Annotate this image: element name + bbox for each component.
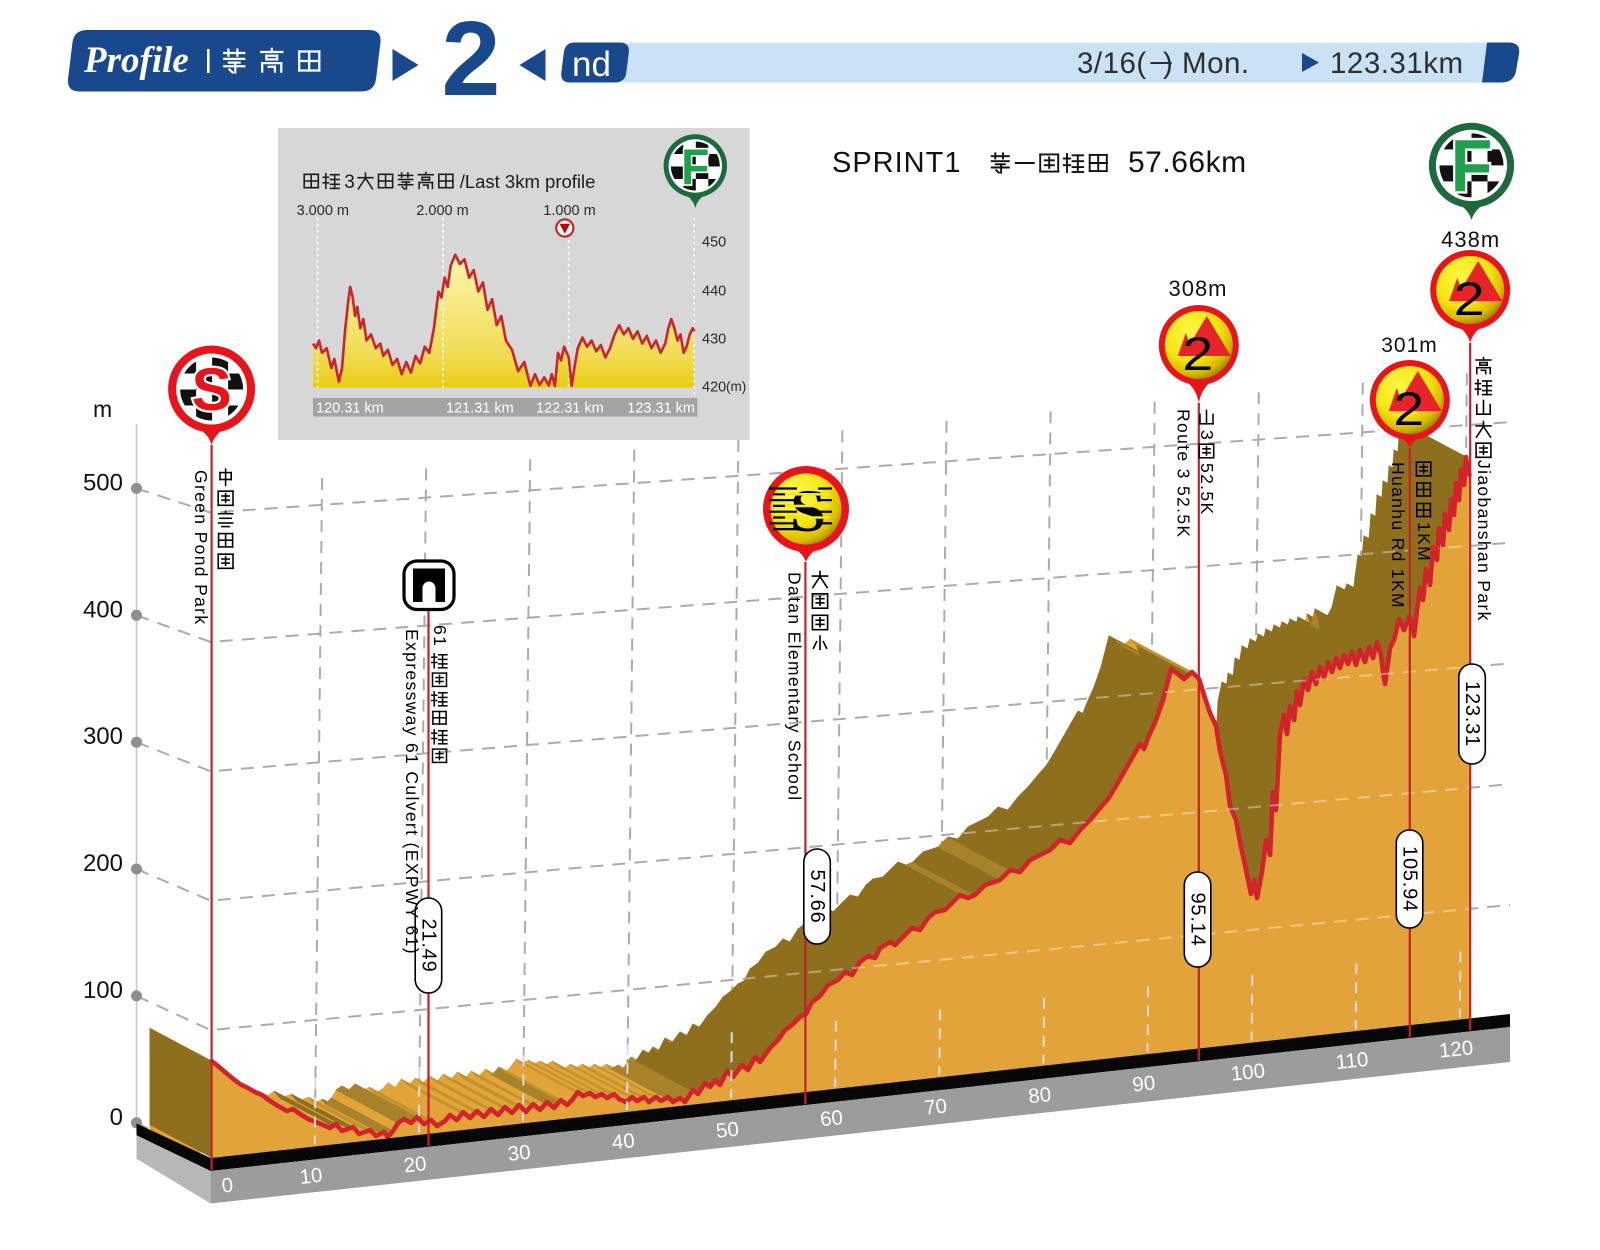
svg-text:3: 3 [344,172,355,193]
svg-text:400: 400 [83,596,123,623]
svg-text:80: 80 [1027,1083,1052,1108]
svg-text:120: 120 [1438,1036,1474,1062]
svg-text:Expressway 61 Culvert (EXPWY 6: Expressway 61 Culvert (EXPWY 61) [402,629,422,955]
svg-text:0: 0 [110,1104,123,1131]
svg-text:/Last 3km profile: /Last 3km profile [460,171,596,192]
svg-text:301m: 301m [1381,334,1438,357]
svg-text:123.31: 123.31 [1461,681,1483,747]
svg-text:100: 100 [1230,1059,1266,1085]
svg-text:Green Pond Park: Green Pond Park [191,470,211,625]
svg-text:300: 300 [83,723,123,750]
svg-text:50: 50 [715,1118,740,1143]
svg-text:3: 3 [1197,430,1217,441]
svg-text:Profile: Profile [83,40,189,81]
svg-text:m: m [93,396,112,422]
svg-text:120.31 km: 120.31 km [316,401,384,417]
svg-text:10: 10 [299,1164,324,1189]
svg-text:(m): (m) [726,379,746,394]
svg-text:Huanhu Rd 1KM: Huanhu Rd 1KM [1388,462,1408,609]
svg-text:2: 2 [1182,327,1213,380]
svg-text:F: F [1451,126,1493,208]
svg-text:0: 0 [221,1174,235,1198]
svg-text:SPRINT1: SPRINT1 [832,147,961,179]
svg-text:122.31 km: 122.31 km [536,401,604,417]
svg-text:90: 90 [1131,1071,1156,1096]
svg-text:121.31 km: 121.31 km [446,401,514,417]
svg-text:200: 200 [83,850,123,877]
svg-text:95.14: 95.14 [1186,892,1208,946]
svg-text:61: 61 [430,625,450,647]
svg-text:2.000 m: 2.000 m [416,203,468,219]
svg-text:3.000 m: 3.000 m [297,203,349,219]
svg-text:500: 500 [83,469,123,496]
svg-text:450: 450 [702,235,726,251]
svg-text:40: 40 [611,1129,636,1154]
svg-text:21.49: 21.49 [417,918,439,972]
svg-text:Datan Elementary School: Datan Elementary School [785,572,805,802]
svg-text:Route 3 52.5K: Route 3 52.5K [1174,409,1194,538]
svg-text:1.000 m: 1.000 m [543,203,595,219]
svg-text:S: S [192,356,232,423]
svg-text:57.66km: 57.66km [1128,146,1247,179]
svg-text:2: 2 [1454,272,1485,325]
svg-text:52.5K: 52.5K [1197,463,1217,515]
svg-text:nd: nd [572,45,611,84]
svg-text:2: 2 [442,0,501,118]
svg-text:110: 110 [1335,1048,1370,1074]
svg-text:30: 30 [507,1141,532,1166]
svg-text:438m: 438m [1441,227,1500,252]
svg-text:20: 20 [403,1152,428,1177]
svg-text:123.31km: 123.31km [1330,47,1464,80]
svg-text:308m: 308m [1168,276,1227,301]
svg-text:F: F [681,140,709,195]
svg-text:100: 100 [83,977,123,1004]
svg-text:Jiaobanshan Park: Jiaobanshan Park [1474,460,1494,622]
svg-text:420: 420 [702,380,726,396]
svg-text:3/16(: 3/16( [1077,47,1147,80]
svg-text:) Mon.: ) Mon. [1163,47,1250,80]
svg-text:105.94: 105.94 [1398,846,1420,912]
svg-text:60: 60 [819,1106,844,1131]
svg-text:2: 2 [1393,382,1424,435]
svg-text:123.31 km: 123.31 km [627,401,695,417]
svg-text:1KM: 1KM [1414,522,1434,562]
svg-text:57.66: 57.66 [806,869,828,923]
svg-text:70: 70 [923,1095,948,1120]
svg-text:440: 440 [702,284,726,300]
svg-text:430: 430 [702,332,726,348]
